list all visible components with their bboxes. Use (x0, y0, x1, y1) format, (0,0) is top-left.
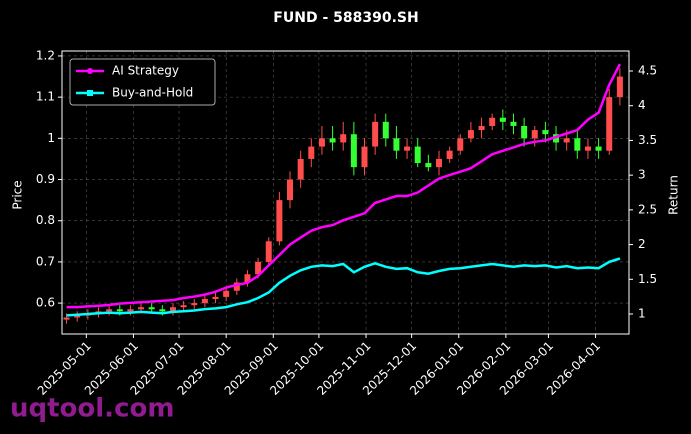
candle-body (233, 282, 240, 291)
series-line (66, 257, 621, 317)
y-tick-label: 1 (47, 131, 55, 145)
candle-body (127, 309, 134, 312)
candle-body (574, 138, 581, 151)
candle-body (553, 134, 560, 143)
candle-body (106, 309, 113, 312)
y2-tick-label: 1.5 (638, 272, 657, 286)
legend-box (69, 58, 216, 106)
plot-frame (61, 50, 630, 335)
y-tick-label: 1.2 (36, 48, 55, 62)
candle-body (287, 179, 294, 201)
y-tick-label: 0.9 (36, 172, 55, 186)
candle-body (63, 317, 70, 320)
candle-body (404, 146, 411, 151)
candle-body (425, 163, 432, 168)
candle-body (510, 121, 517, 126)
legend-label: Buy-and-Hold (112, 86, 193, 100)
candle-body (446, 150, 453, 159)
candle-body (531, 130, 538, 139)
y-tick-label: 0.8 (36, 213, 55, 227)
y2-tick-label: 3 (638, 168, 646, 182)
candle-body (223, 290, 230, 297)
candle-body (435, 158, 442, 168)
candle-body (148, 307, 155, 310)
legend-marker (87, 68, 93, 74)
candle-body (382, 121, 389, 139)
series-line (66, 63, 622, 309)
candle-body (467, 130, 474, 139)
candle-body (180, 305, 187, 308)
candle-body (74, 315, 81, 318)
y-tick-label: 1.1 (36, 90, 55, 104)
watermark: uqtool.com (10, 394, 174, 424)
candle-body (584, 146, 591, 151)
candle-body (308, 146, 315, 159)
candle-body (393, 138, 400, 151)
candle-body (606, 97, 613, 151)
y2-tick-label: 3.5 (638, 133, 657, 147)
candle-body (616, 76, 623, 98)
y2-tick-label: 2.5 (638, 202, 657, 216)
y2-tick-label: 1 (638, 307, 646, 321)
candle-body (116, 309, 123, 312)
candle-body (499, 117, 506, 122)
y-axis-label: Price (11, 180, 25, 209)
candle-body (138, 307, 145, 310)
candle-body (212, 296, 219, 299)
candle-body (201, 298, 208, 304)
candle-body (595, 146, 602, 151)
candle-body (372, 121, 379, 147)
candle-body (169, 307, 176, 312)
candle-body (297, 158, 304, 180)
y2-axis-label: Return (667, 175, 681, 215)
candle-body (563, 138, 570, 143)
candle-body (159, 309, 166, 312)
candle-body (478, 125, 485, 131)
candle-body (265, 241, 272, 262)
y2-tick-label: 4 (638, 98, 646, 112)
candle-body (340, 134, 347, 143)
candle-body (521, 125, 528, 139)
candle-body (329, 138, 336, 143)
legend-marker (87, 90, 93, 96)
candle-body (414, 146, 421, 164)
candle-body (361, 146, 368, 168)
candle-body (255, 261, 262, 275)
legend-label: AI Strategy (112, 64, 179, 78)
candle-body (542, 130, 549, 135)
candle-body (318, 138, 325, 147)
chart-title: FUND - 588390.SH (273, 10, 418, 26)
y2-tick-label: 4.5 (638, 63, 657, 77)
y2-tick-label: 2 (638, 237, 646, 251)
y-tick-label: 0.7 (36, 254, 55, 268)
candle-body (191, 303, 198, 306)
candle-body (489, 117, 496, 126)
candle-body (276, 200, 283, 242)
candle-body (244, 274, 251, 283)
y-tick-label: 0.6 (36, 296, 55, 310)
candle-body (350, 134, 357, 168)
candle-body (457, 138, 464, 151)
